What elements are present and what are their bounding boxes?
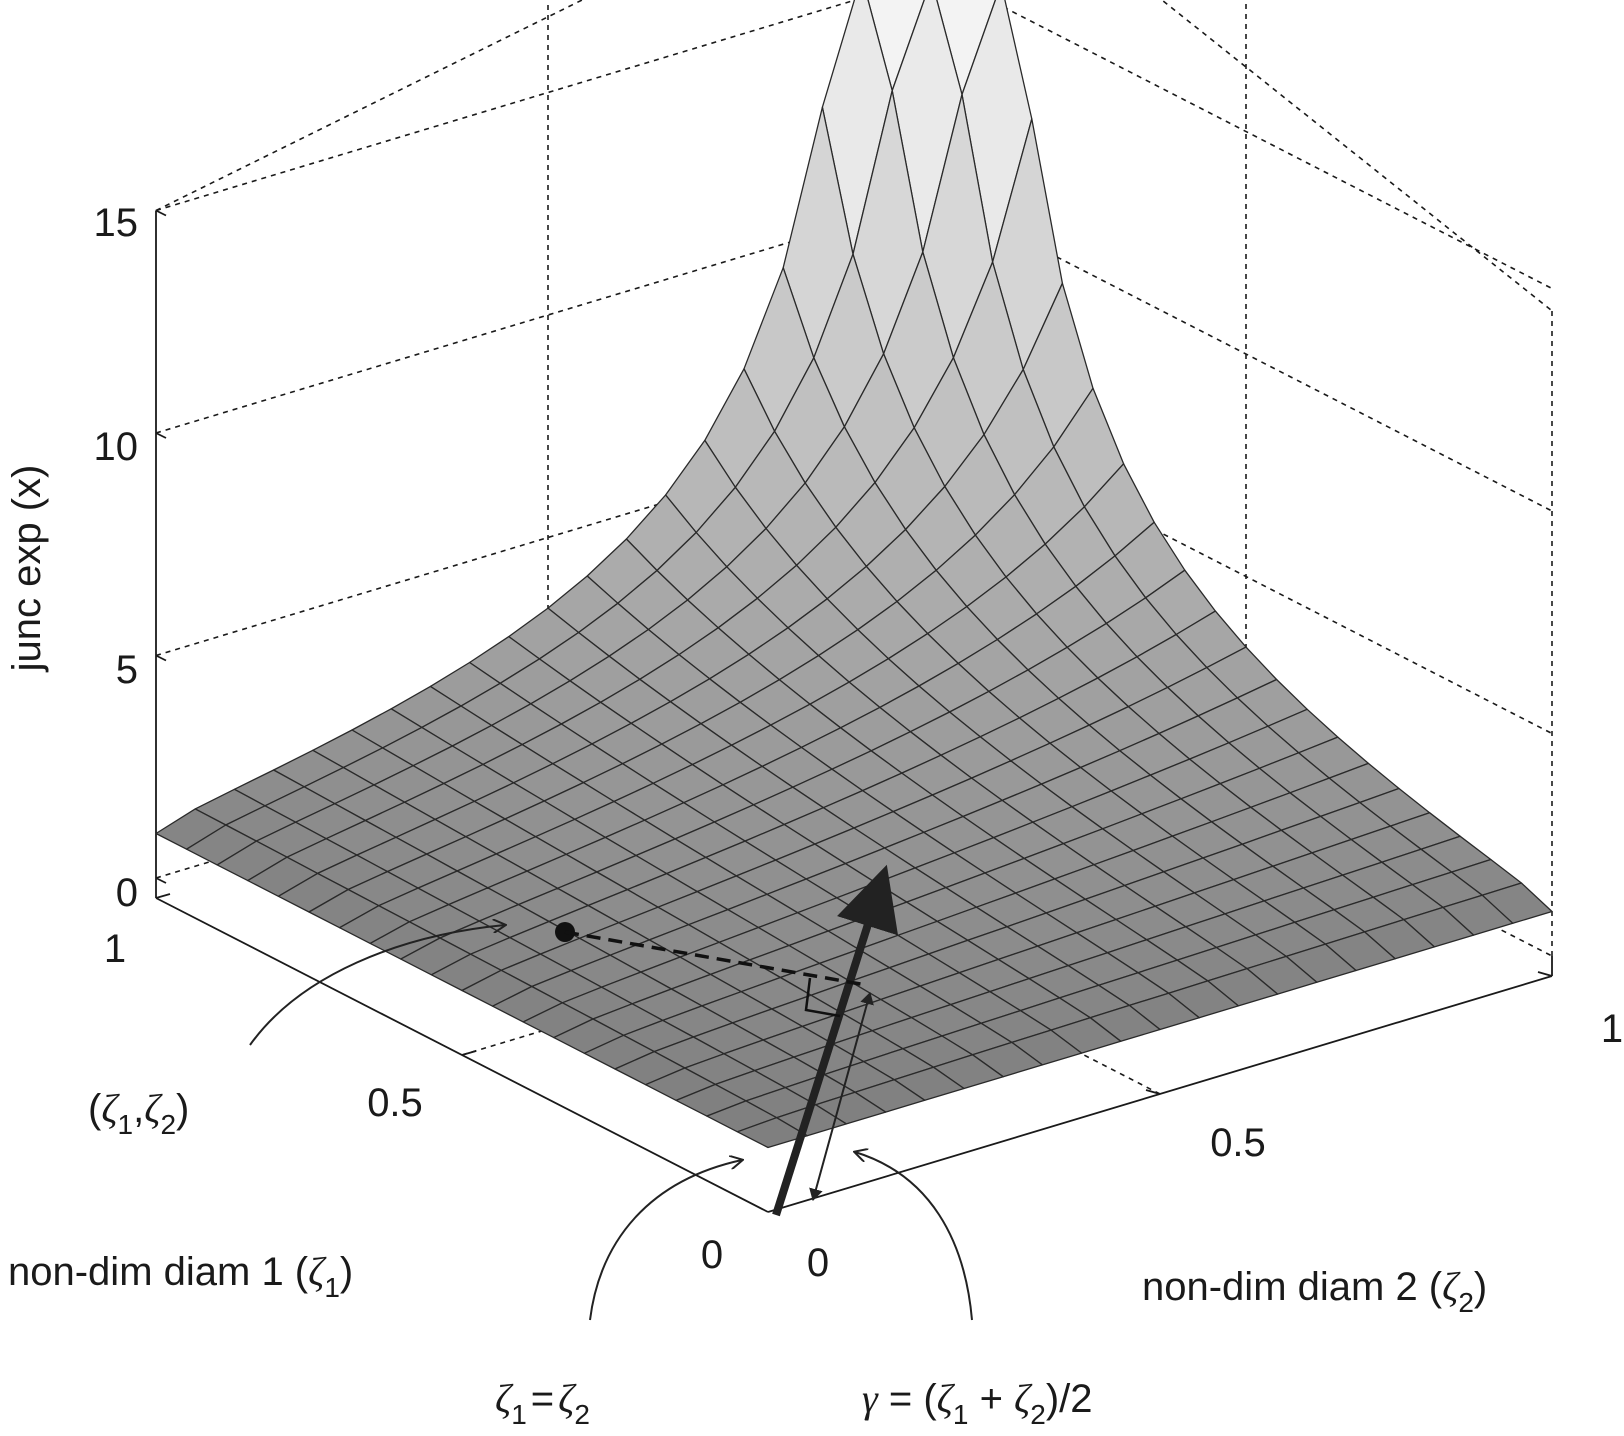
y-tick-label-0: 0 [807, 1241, 829, 1285]
y-tick-label-1: 1 [1601, 1007, 1623, 1051]
y-axis-label: non-dim diam 2 (ζ2) [1142, 1264, 1487, 1318]
surface-patch [736, 1117, 808, 1149]
x-tick-label-1: 1 [104, 927, 126, 971]
z-tick-0 [155, 877, 167, 884]
z-tick-label-5: 5 [116, 648, 138, 692]
z-tick-2 [155, 432, 167, 439]
x-axis-label: non-dim diam 1 (ζ1) [8, 1249, 353, 1303]
y-tick-label-05: 0.5 [1210, 1121, 1266, 1165]
point-leader-arrow [249, 925, 505, 1046]
z-tick-label-0: 0 [116, 871, 138, 915]
z-gridline-3 [155, 0, 1553, 290]
z-tick-3 [155, 209, 167, 217]
z-tick-label-10: 10 [94, 425, 139, 469]
gamma-leader-arrow [855, 1152, 973, 1321]
y-tick-0 [1145, 1089, 1161, 1095]
annotation-diagonal-label: ζ1 = ζ2 [495, 1376, 590, 1430]
projection-dashed-line [564, 930, 867, 987]
gamma-double-arrow [809, 992, 874, 1201]
annotation-gamma-label: γ = (ζ1 + ζ2)/2 [862, 1376, 1093, 1430]
annotation-point-label: (ζ1,ζ2) [88, 1086, 189, 1140]
annotation-graphics [249, 864, 973, 1321]
y-tick-1 [1537, 971, 1553, 977]
z-axis-label: junc exp (x) [5, 465, 49, 673]
z-tick-label-15: 15 [94, 201, 139, 245]
surface-mesh [155, 0, 1553, 1149]
x-tick-label-05: 0.5 [367, 1081, 423, 1125]
x-tick-1 [155, 893, 171, 899]
z-gridline-2 [155, 196, 1553, 512]
z-gridline-1 [155, 418, 1553, 735]
z-tick-1 [155, 654, 167, 662]
top-edge [155, 0, 1553, 312]
diagonal-leader-arrow [589, 1160, 742, 1321]
x-tick-label-0: 0 [701, 1233, 723, 1277]
x-tick-0 [461, 1050, 477, 1056]
